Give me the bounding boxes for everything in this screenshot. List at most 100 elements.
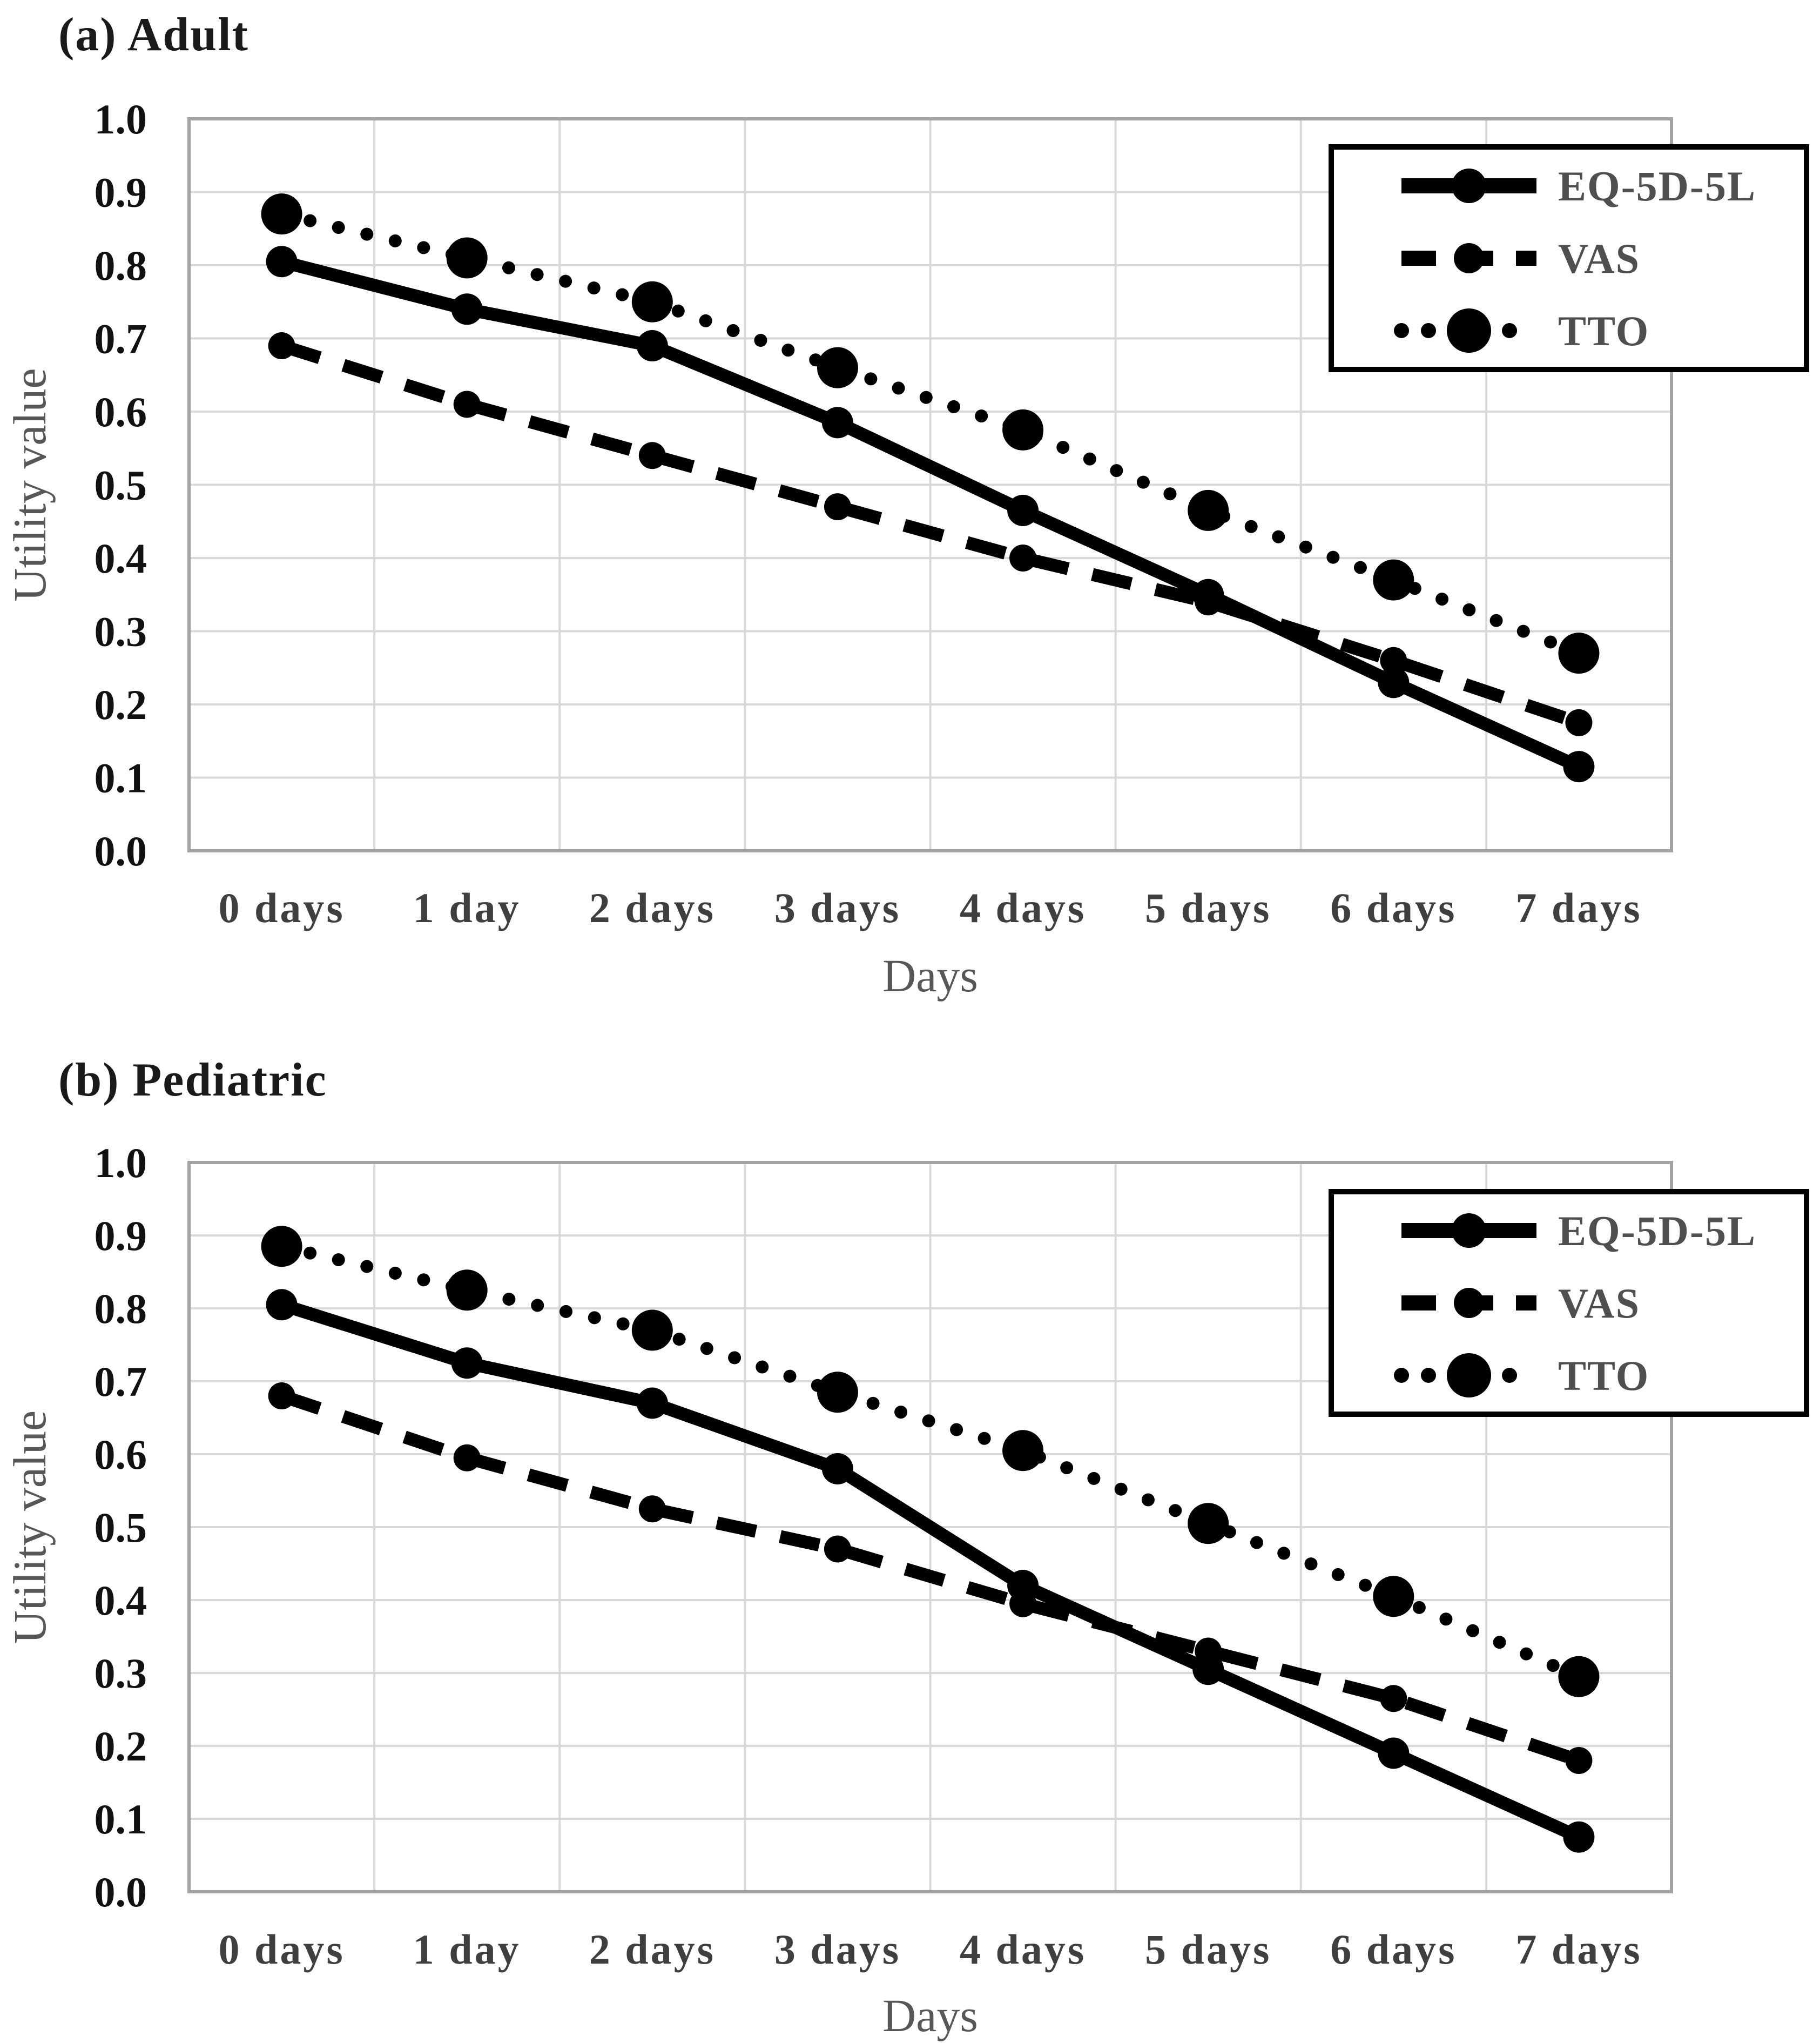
legend-marker-sample	[1454, 243, 1484, 273]
legend-item-eq-5d-5l: EQ-5D-5L	[1401, 163, 1756, 210]
y-tick-label: 0.9	[95, 1212, 147, 1259]
legend-label: VAS	[1558, 235, 1640, 282]
eq-5d-5l-marker	[451, 1347, 483, 1379]
vas-marker	[268, 332, 295, 360]
tto-marker	[817, 347, 858, 388]
legend-marker-sample	[1452, 1213, 1486, 1248]
y-tick-label: 0.6	[95, 1431, 147, 1478]
y-tick-label: 0.6	[95, 388, 147, 435]
tto-marker	[1002, 1430, 1044, 1471]
legend-item-eq-5d-5l: EQ-5D-5L	[1401, 1207, 1756, 1254]
y-tick-label: 0.0	[95, 828, 147, 875]
series-vas	[268, 332, 1593, 736]
legend-item-tto: TTO	[1394, 1352, 1649, 1399]
adult-chart-figure: 1.0 0.9 0.8 0.7 0.6 0.5 0.4 0.3 0.2 0.1 0.0 0 days 1…	[0, 0, 1820, 1021]
y-tick-label: 0.4	[95, 1577, 147, 1624]
eq-5d-5l-line	[279, 1298, 1582, 1843]
y-tick-label: 0.5	[95, 1504, 147, 1551]
chart-a-title: (a) Adult	[58, 9, 249, 61]
legend-item-tto: TTO	[1394, 307, 1649, 354]
vas-marker	[824, 493, 851, 521]
eq-5d-5l-marker	[1007, 494, 1039, 526]
tto-marker	[1373, 559, 1414, 601]
vas-marker	[268, 1382, 295, 1409]
legend-label: TTO	[1558, 1352, 1649, 1399]
tto-marker	[631, 281, 673, 322]
vas-marker	[824, 1535, 851, 1563]
vas-marker	[1565, 709, 1593, 736]
x-axis-title: Days	[882, 1990, 978, 2041]
series-tto	[261, 193, 1600, 674]
vas-line	[279, 1389, 1581, 1767]
plot-border	[187, 1161, 1673, 1893]
pediatric-chart-canvas: 1.0 0.9 0.8 0.7 0.6 0.5 0.4 0.3 0.2 0.1 0.0 0 days 1…	[0, 1021, 1820, 2043]
y-tick-label: 1.0	[95, 1139, 147, 1186]
y-tick-label: 0.7	[95, 1358, 147, 1405]
y-tick-label: 0.5	[95, 462, 147, 509]
x-tick-label: 4 days	[960, 884, 1086, 931]
y-tick-label: 0.8	[95, 242, 147, 289]
legend-marker-sample	[1452, 169, 1486, 203]
legend-label: EQ-5D-5L	[1558, 163, 1756, 210]
vas-line	[279, 339, 1581, 729]
tto-line	[275, 1240, 1586, 1683]
eq-5d-5l-marker	[266, 246, 298, 278]
y-tick-label: 0.1	[95, 755, 147, 802]
y-tick-label: 0.2	[95, 681, 147, 728]
x-tick-label: 7 days	[1515, 1926, 1642, 1973]
vas-marker	[1565, 1747, 1593, 1774]
vas-marker	[638, 442, 666, 469]
vas-marker	[453, 391, 481, 418]
x-tick-label: 4 days	[960, 1926, 1086, 1973]
x-tick-label: 0 days	[218, 1926, 345, 1973]
eq-5d-5l-line	[280, 255, 1582, 773]
x-tick-label: 5 days	[1145, 884, 1271, 931]
y-tick-label: 0.0	[95, 1869, 147, 1916]
adult-chart-canvas: 1.0 0.9 0.8 0.7 0.6 0.5 0.4 0.3 0.2 0.1 0.0 0 days 1…	[0, 0, 1820, 1021]
tto-marker	[1188, 1503, 1229, 1544]
y-tick-label: 0.7	[95, 315, 147, 362]
x-axis-tick-labels: 0 days 1 day 2 days 3 days 4 days 5 days 6 day…	[218, 884, 1642, 931]
y-tick-label: 0.2	[95, 1723, 147, 1770]
tto-marker	[817, 1372, 858, 1413]
legend-label: TTO	[1558, 307, 1649, 354]
y-axis-title: Utility value	[4, 1410, 56, 1644]
vas-marker	[1009, 545, 1037, 572]
y-axis-tick-labels: 1.0 0.9 0.8 0.7 0.6 0.5 0.4 0.3 0.2 0.1 0.0	[95, 1139, 147, 1916]
y-tick-label: 0.8	[95, 1285, 147, 1332]
series-eq-5d-5l	[266, 246, 1595, 783]
vas-marker	[1380, 647, 1407, 674]
eq-5d-5l-marker	[636, 1387, 668, 1419]
tto-line	[275, 207, 1586, 660]
tto-marker	[1188, 489, 1229, 531]
chart-b-title: (b) Pediatric	[58, 1054, 327, 1106]
x-tick-label: 7 days	[1515, 884, 1642, 931]
legend: EQ-5D-5L VAS TTO	[1329, 144, 1809, 372]
legend-label: EQ-5D-5L	[1558, 1207, 1756, 1254]
legend-marker-sample	[1447, 308, 1491, 353]
x-tick-label: 2 days	[589, 1926, 716, 1973]
y-tick-label: 0.1	[95, 1796, 147, 1843]
tto-marker	[631, 1309, 673, 1351]
y-tick-label: 0.3	[95, 608, 147, 655]
eq-5d-5l-marker	[1378, 1737, 1410, 1769]
eq-5d-5l-marker	[821, 1453, 853, 1484]
eq-5d-5l-marker	[1192, 579, 1224, 610]
legend: EQ-5D-5L VAS TTO	[1329, 1189, 1809, 1417]
x-tick-label: 5 days	[1145, 1926, 1271, 1973]
eq-5d-5l-marker	[1007, 1570, 1039, 1601]
tto-marker	[446, 1269, 488, 1311]
y-tick-label: 0.9	[95, 169, 147, 216]
x-tick-label: 1 day	[413, 884, 521, 931]
tto-marker	[1373, 1576, 1414, 1617]
y-tick-label: 0.4	[95, 535, 147, 582]
vas-marker	[638, 1495, 666, 1523]
tto-marker	[1558, 1656, 1600, 1697]
series-vas	[268, 1382, 1593, 1774]
x-tick-label: 2 days	[589, 884, 716, 931]
eq-5d-5l-marker	[266, 1289, 298, 1321]
y-axis-tick-labels: 1.0 0.9 0.8 0.7 0.6 0.5 0.4 0.3 0.2 0.1 0.0	[95, 96, 147, 875]
x-tick-label: 6 days	[1330, 1926, 1457, 1973]
x-tick-label: 3 days	[774, 884, 901, 931]
